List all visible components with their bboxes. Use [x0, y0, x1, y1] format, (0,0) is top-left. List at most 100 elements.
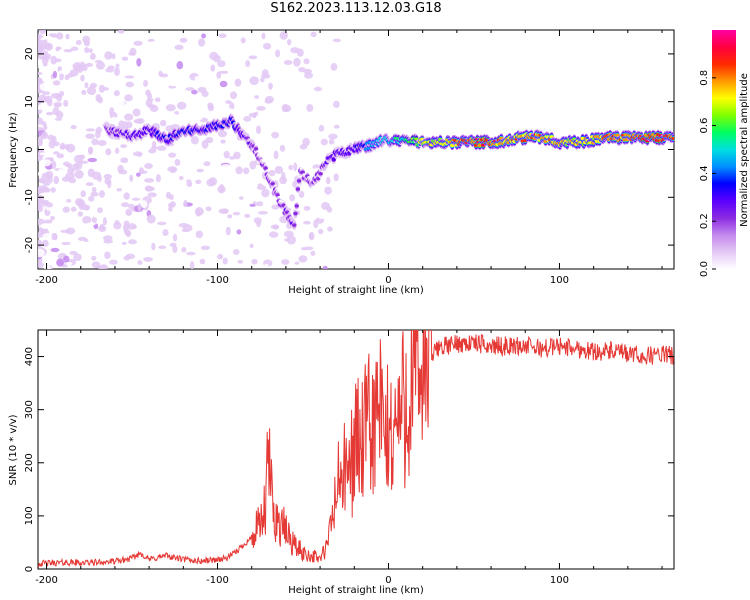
noise-cell [320, 138, 328, 146]
noise-cell [318, 124, 325, 132]
noise-cell [197, 38, 206, 47]
noise-cell [181, 247, 187, 253]
noise-cell [172, 233, 178, 242]
noise-cell [232, 249, 240, 255]
noise-cell [237, 259, 243, 264]
noise-cell [50, 187, 56, 193]
ridge-cell [296, 179, 302, 183]
noise-cell [98, 183, 103, 189]
noise-cell [283, 156, 291, 160]
noise-cell [65, 33, 70, 40]
noise-cell [243, 115, 252, 122]
noise-cell [85, 222, 96, 226]
noise-cell [249, 76, 259, 86]
noise-cell [261, 32, 266, 40]
spectrogram-xtick-label: -100 [206, 275, 229, 286]
noise-cell [53, 151, 60, 155]
noise-cell [59, 72, 64, 81]
noise-cell [39, 82, 48, 91]
noise-cell [235, 166, 243, 175]
noise-cell [229, 91, 238, 100]
noise-cell [158, 70, 163, 77]
noise-cell [52, 107, 60, 116]
noise-cell [38, 240, 42, 244]
noise-cell [66, 143, 76, 153]
noise-cell [299, 143, 308, 150]
noise-cell [145, 186, 155, 192]
snr-ytick-label: 0 [24, 566, 35, 572]
noise-cell [282, 108, 289, 112]
noise-cell [70, 124, 77, 130]
noise-cell [38, 195, 42, 202]
noise-cell [324, 186, 332, 195]
noise-cell [210, 64, 216, 72]
noise-cell [67, 72, 74, 78]
noise-cell [138, 167, 144, 174]
noise-cell [114, 147, 120, 154]
noise-cell [56, 258, 64, 267]
noise-cell [97, 207, 103, 214]
noise-cell [42, 233, 53, 240]
noise-cell [279, 144, 286, 152]
noise-cell [193, 105, 203, 110]
spectrogram-ytick-label: 0 [24, 146, 35, 152]
noise-cell [107, 65, 115, 70]
noise-cell [80, 74, 85, 82]
noise-cell [137, 260, 143, 266]
noise-cell [328, 138, 335, 145]
noise-cell [286, 38, 292, 46]
noise-cell [151, 140, 157, 149]
noise-cell [274, 87, 280, 92]
noise-cell [147, 104, 157, 109]
noise-cell [87, 86, 97, 96]
noise-cell [131, 197, 141, 201]
noise-cell [103, 173, 112, 180]
noise-cell [143, 79, 148, 87]
noise-cell [162, 229, 169, 236]
noise-cell [126, 121, 133, 129]
noise-cell [56, 153, 65, 159]
noise-cell [195, 179, 202, 185]
noise-cell [47, 175, 53, 184]
colorbar-tick-label: 0.6 [699, 118, 710, 134]
noise-cell [60, 229, 70, 233]
noise-cell [143, 256, 153, 262]
noise-cell [240, 37, 246, 44]
noise-cell [115, 100, 126, 109]
noise-cell [155, 174, 161, 183]
noise-cell [283, 230, 294, 238]
noise-cell [175, 238, 181, 248]
noise-cell [38, 126, 43, 131]
noise-cell [288, 164, 294, 171]
noise-cell [325, 176, 331, 185]
noise-cell [41, 58, 49, 64]
noise-cell [110, 116, 118, 123]
noise-cell [221, 164, 231, 168]
noise-cell [294, 261, 300, 265]
noise-cell [273, 150, 279, 160]
noise-cell [304, 72, 314, 79]
noise-cell [38, 71, 43, 76]
noise-cell [256, 185, 267, 191]
snr-xlabel: Height of straight line (km) [288, 585, 424, 596]
noise-cell [40, 223, 50, 229]
noise-cell [121, 202, 130, 208]
noise-cell [39, 152, 48, 156]
spectrogram-cells [38, 30, 674, 269]
ridge-cell [275, 193, 280, 197]
noise-cell [38, 177, 45, 184]
noise-cell [57, 168, 65, 175]
noise-cell [165, 170, 172, 179]
noise-cell [45, 111, 54, 116]
noise-cell [81, 89, 87, 95]
snr-ytick-label: 400 [24, 347, 35, 366]
noise-cell [324, 110, 334, 117]
noise-cell [148, 148, 157, 154]
noise-cell [322, 265, 328, 269]
noise-cell [116, 188, 123, 192]
noise-cell [133, 40, 143, 46]
noise-cell [38, 200, 45, 208]
colorbar-ticks: 0.0 0.2 0.4 0.6 0.8 [699, 70, 716, 277]
noise-cell [194, 75, 201, 82]
noise-cell [271, 204, 280, 210]
